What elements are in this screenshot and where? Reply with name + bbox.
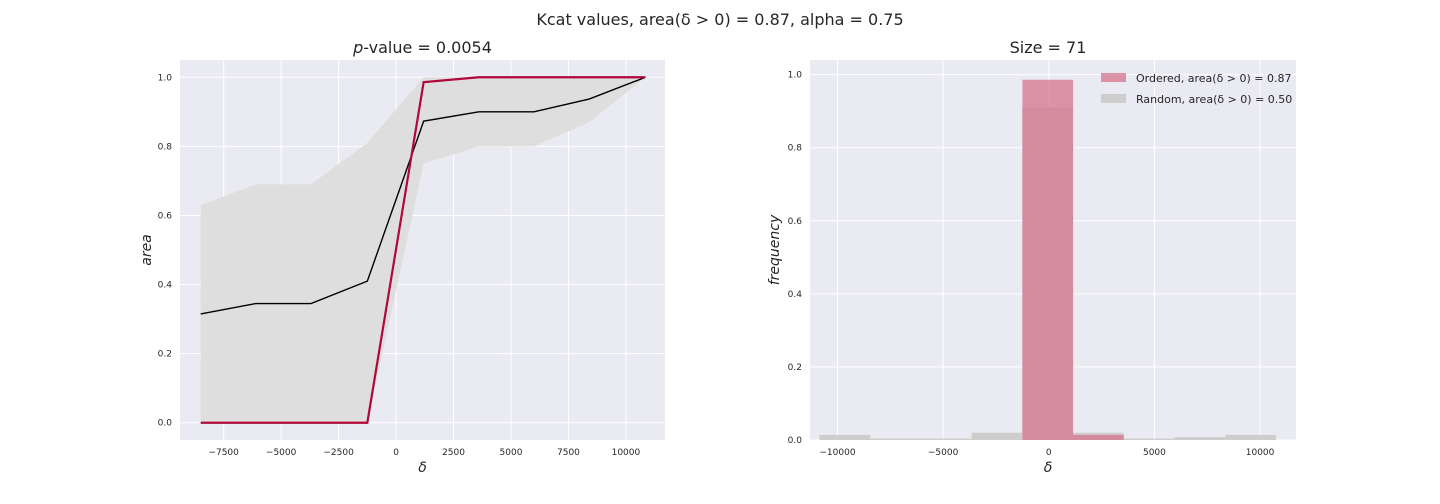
left-y-tick-label: 1.0 xyxy=(158,73,173,83)
left-y-tick-label: 0.2 xyxy=(158,350,172,360)
right-y-tick-label: 0.4 xyxy=(788,290,803,300)
left-x-tick-label: −7500 xyxy=(208,448,239,458)
random-bar xyxy=(819,434,871,440)
figure-suptitle: Kcat values, area(δ > 0) = 0.87, alpha =… xyxy=(536,10,903,29)
left-x-tick-label: 7500 xyxy=(557,448,580,458)
left-x-tick-label: 10000 xyxy=(612,448,641,458)
left-chart-title: p-value = 0.0054 xyxy=(352,38,492,57)
left-x-axis-label: δ xyxy=(418,460,427,476)
left-y-axis-label: area xyxy=(139,234,155,266)
right-x-tick-label: 10000 xyxy=(1246,448,1275,458)
ordered-bar xyxy=(1022,79,1074,440)
right-x-tick-label: −10000 xyxy=(819,448,855,458)
left-y-tick-label: 0.0 xyxy=(158,419,173,429)
left-y-tick-label: 0.4 xyxy=(158,281,173,291)
right-y-axis-label: frequency xyxy=(767,214,783,285)
right-y-tick-label: 1.0 xyxy=(788,71,803,81)
right-x-tick-label: 0 xyxy=(1046,448,1052,458)
ordered-line xyxy=(200,76,646,424)
legend-label-ordered: Ordered, area(δ > 0) = 0.87 xyxy=(1136,72,1292,85)
legend-swatch-random xyxy=(1101,94,1126,103)
random-bar xyxy=(1174,437,1226,440)
left-title-p: p xyxy=(352,38,363,57)
left-chart: −7500 −5000 −2500 0 2500 5000 7500 10000 0.0 0.2… xyxy=(139,38,665,476)
right-x-axis-label: δ xyxy=(1044,460,1053,476)
right-y-tick-label: 0.6 xyxy=(788,217,803,227)
random-bar xyxy=(971,432,1023,440)
left-x-tick-label: −5000 xyxy=(266,448,297,458)
left-x-tick-label: 5000 xyxy=(500,448,523,458)
confidence-band xyxy=(200,77,646,423)
legend-label-random: Random, area(δ > 0) = 0.50 xyxy=(1136,93,1292,106)
left-y-tick-label: 0.8 xyxy=(158,142,173,152)
right-x-tick-labels: −10000 −5000 0 5000 10000 xyxy=(819,448,1274,458)
right-chart-title: Size = 71 xyxy=(1010,38,1087,57)
legend: Ordered, area(δ > 0) = 0.87 Random, area… xyxy=(1101,72,1292,106)
left-title-rest: -value = 0.0054 xyxy=(363,38,492,57)
right-chart: −10000 −5000 0 5000 10000 0.0 0.2 0.4 0.6 0.8 1.0… xyxy=(767,38,1296,476)
right-y-tick-label: 0.2 xyxy=(788,363,802,373)
left-x-tick-label: 2500 xyxy=(442,448,465,458)
left-x-tick-label: 0 xyxy=(393,448,399,458)
right-y-tick-label: 0.8 xyxy=(788,144,803,154)
right-x-tick-label: −5000 xyxy=(928,448,959,458)
left-y-tick-labels: 0.0 0.2 0.4 0.6 0.8 1.0 xyxy=(158,73,173,428)
left-y-tick-label: 0.6 xyxy=(158,211,173,221)
left-x-tick-labels: −7500 −5000 −2500 0 2500 5000 7500 10000 xyxy=(208,448,640,458)
ordered-histogram xyxy=(1022,79,1124,440)
random-bar xyxy=(1225,434,1276,440)
random-bar xyxy=(920,438,972,440)
random-bar xyxy=(870,438,921,440)
right-y-tick-label: 0.0 xyxy=(788,436,803,446)
random-bar xyxy=(1123,438,1175,440)
left-x-tick-label: −2500 xyxy=(323,448,354,458)
legend-swatch-ordered xyxy=(1101,73,1126,82)
right-x-tick-label: 5000 xyxy=(1143,448,1166,458)
ordered-bar xyxy=(1073,434,1124,440)
mean-line xyxy=(200,76,646,315)
right-y-tick-labels: 0.0 0.2 0.4 0.6 0.8 1.0 xyxy=(788,71,803,446)
